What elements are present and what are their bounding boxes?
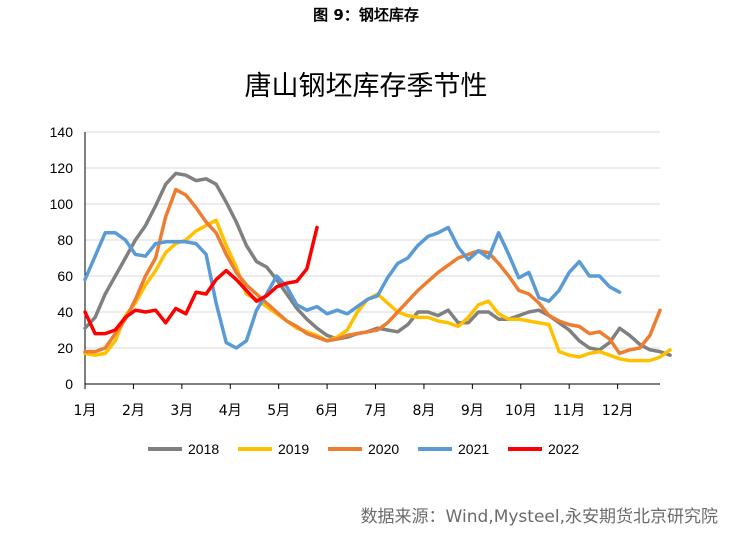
y-tick-label: 120 <box>50 160 74 176</box>
y-tick-label: 100 <box>50 196 74 212</box>
legend-label: 2020 <box>368 441 399 457</box>
legend-label: 2019 <box>278 441 309 457</box>
series-line-2021 <box>83 225 622 350</box>
y-tick-label: 20 <box>57 340 73 356</box>
x-tick-label: 3月 <box>170 403 193 419</box>
x-tick-label: 11月 <box>553 403 585 419</box>
y-tick-label: 0 <box>65 376 73 392</box>
y-tick-label: 60 <box>57 268 73 284</box>
y-tick-label: 40 <box>57 304 73 320</box>
source-note: 数据来源：Wind,Mysteel,永安期货北京研究院 <box>360 507 718 527</box>
x-tick-label: 7月 <box>364 403 387 419</box>
legend-item-2021: 2021 <box>418 441 489 457</box>
x-tick-label: 9月 <box>461 403 484 419</box>
x-tick-label: 5月 <box>267 403 290 419</box>
x-tick-label: 4月 <box>219 403 242 419</box>
legend-label: 2018 <box>188 441 219 457</box>
legend-label: 2021 <box>458 441 489 457</box>
x-tick-label: 12月 <box>602 403 634 419</box>
chart-title: 唐山钢坯库存季节性 <box>244 71 488 102</box>
series-line-2020 <box>83 187 662 356</box>
x-tick-label: 2月 <box>122 403 145 419</box>
y-tick-label: 140 <box>50 124 74 140</box>
chart: 0 20 40 60 80 100 120 140 1月 2月 3月 4月 5月 6月 7月 8月 9月 10月 1… <box>50 124 672 457</box>
legend-label: 2022 <box>548 441 579 457</box>
x-tick-label: 1月 <box>74 403 97 419</box>
series-line-2022 <box>83 225 319 336</box>
legend-item-2022: 2022 <box>508 441 579 457</box>
y-tick-label: 80 <box>57 232 73 248</box>
x-tick-label: 6月 <box>316 403 339 419</box>
figure-label: 图 9：钢坯库存 <box>313 6 419 24</box>
legend-item-2020: 2020 <box>328 441 399 457</box>
legend-item-2018: 2018 <box>148 441 219 457</box>
x-tick-label: 8月 <box>412 403 435 419</box>
legend-item-2019: 2019 <box>238 441 309 457</box>
x-tick-label: 10月 <box>505 403 537 419</box>
